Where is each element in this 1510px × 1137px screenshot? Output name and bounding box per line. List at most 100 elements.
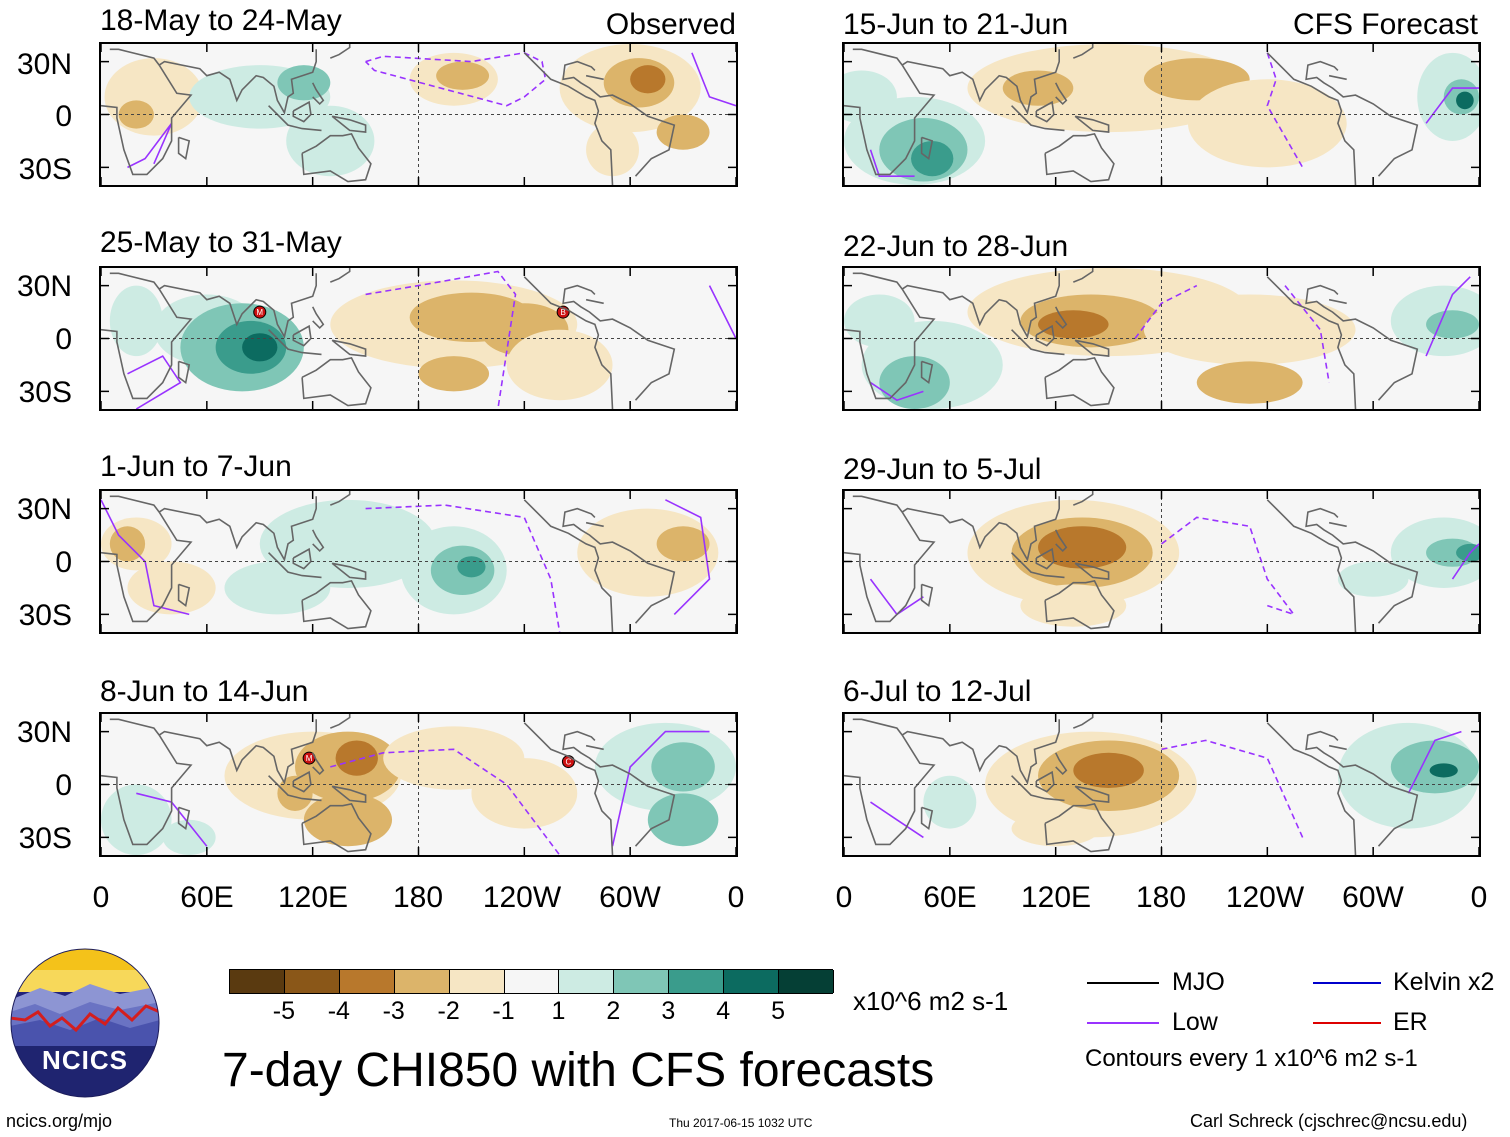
anomaly-region [303, 793, 393, 847]
coast-madagascar [920, 583, 934, 608]
coast-borneo [292, 547, 312, 570]
coast-americas-west [523, 722, 614, 855]
lat-label-0: 0 [55, 100, 72, 133]
colorbar-swatch [669, 970, 725, 993]
lat-label-30s: 30S [18, 376, 72, 409]
anomaly-region [277, 775, 313, 811]
anomaly-region [879, 356, 950, 409]
coast-borneo [1035, 324, 1055, 347]
panel-title-left-1: 25-May to 31-May [100, 226, 342, 259]
low-contour [870, 381, 924, 402]
anomaly-region [1429, 763, 1458, 778]
panel-title-left-0: 18-May to 24-May [100, 4, 342, 37]
storm-label: B [560, 308, 565, 317]
site-url[interactable]: ncics.org/mjo [6, 1111, 113, 1131]
low-contour [1425, 276, 1471, 357]
lon-label: 120E [277, 881, 349, 914]
low-contour [691, 52, 736, 107]
legend-mjo-label: MJO [1172, 968, 1225, 996]
map-panel-right-0 [842, 42, 1481, 187]
lat-label-30n: 30N [16, 493, 72, 526]
coast-americas-east [1305, 284, 1419, 401]
anomaly-region [1038, 310, 1109, 339]
anomaly-region [436, 61, 490, 90]
low-contour [127, 122, 173, 169]
coast-png [331, 339, 367, 357]
coast-asia [158, 496, 317, 562]
coast-madagascar [920, 136, 934, 161]
low-contour [665, 499, 711, 615]
anomaly-region [118, 100, 154, 129]
anomaly-region [1002, 70, 1074, 106]
anomaly-region [630, 65, 666, 94]
coast-australia [1044, 802, 1115, 853]
coast-philippines [311, 529, 325, 553]
coast-africa [844, 495, 936, 623]
coast-australia [301, 132, 372, 183]
low-contour [1161, 739, 1304, 838]
low-contour [870, 801, 924, 839]
coast-japan [1073, 491, 1094, 506]
coast-africa [101, 718, 193, 846]
lon-label: 180 [392, 881, 444, 914]
low-contour [365, 270, 517, 409]
coast-americas-east [1305, 60, 1419, 177]
anomaly-region [1187, 79, 1347, 168]
lon-label: 60W [599, 881, 661, 914]
coast-australia [1044, 579, 1115, 630]
legend-kelvin-label: Kelvin x2 [1393, 968, 1495, 996]
anomaly-region [162, 819, 216, 855]
coast-americas-east [562, 507, 676, 624]
coast-indonesia [1011, 775, 1065, 802]
anomaly-region [651, 742, 715, 792]
coast-cuba [1328, 74, 1347, 81]
coast-philippines [1054, 82, 1068, 106]
storm-label: C [566, 758, 572, 767]
storm-label: M [306, 754, 313, 763]
storm-marker: C [561, 755, 575, 769]
coast-americas-west [523, 52, 614, 185]
anomaly-region [1456, 543, 1479, 562]
lat-label-0: 0 [55, 769, 72, 802]
lat-label-0: 0 [55, 546, 72, 579]
coast-indonesia [268, 552, 322, 579]
legend-low-label: Low [1172, 1008, 1218, 1036]
lon-label: 60E [923, 881, 977, 914]
coast-cuba [585, 521, 604, 528]
coast-asia [901, 719, 1060, 785]
coast-png [1074, 339, 1110, 357]
coast-madagascar [177, 136, 191, 161]
coast-americas-west [1266, 499, 1357, 632]
colorbar-label: -2 [437, 997, 460, 1025]
lon-label: 0 [1470, 881, 1488, 914]
colorbar-label: 1 [551, 997, 566, 1025]
coast-philippines [1054, 752, 1068, 776]
coastlines [101, 491, 676, 632]
coast-africa [844, 718, 936, 846]
low-contour [1451, 543, 1479, 580]
coast-americas-west [523, 276, 614, 409]
coast-japan [330, 44, 351, 59]
axis-ticks [101, 714, 736, 855]
coastlines [844, 714, 1419, 855]
map-svg [844, 44, 1479, 185]
panel-title-left-3: 8-Jun to 14-Jun [100, 675, 309, 708]
colorbar-swatch [339, 970, 395, 993]
coast-borneo [1035, 770, 1055, 793]
coast-asia [901, 496, 1060, 562]
map-svg [844, 491, 1479, 632]
legend-contours-note: Contours every 1 x10^6 m2 s-1 [1085, 1045, 1418, 1072]
axis-ticks [844, 268, 1479, 409]
map-panel-right-2 [842, 489, 1481, 634]
colorbar-label: -4 [327, 997, 350, 1025]
anomaly-region [506, 329, 613, 401]
lon-label: 0 [727, 881, 745, 914]
coast-indonesia [268, 105, 322, 132]
coast-japan [330, 491, 351, 506]
coast-africa [844, 272, 936, 400]
coast-asia [901, 49, 1060, 115]
coast-asia [158, 273, 317, 339]
colorbar-swatch [559, 970, 615, 993]
colorbar-label: 4 [716, 997, 731, 1025]
